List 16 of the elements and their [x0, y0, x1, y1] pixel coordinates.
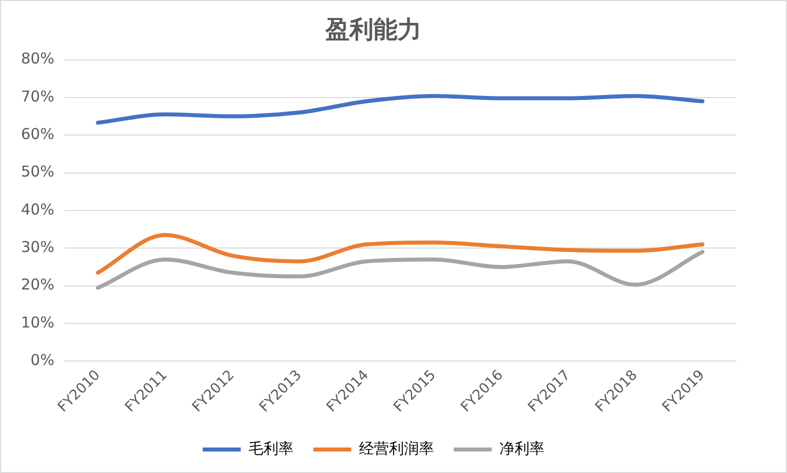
- chart-title: 盈利能力: [324, 16, 422, 44]
- y-tick-label: 60%: [20, 125, 54, 144]
- legend-label: 经营利润率: [358, 439, 434, 458]
- line-series: [96, 232, 704, 275]
- y-tick-label: 20%: [20, 276, 54, 294]
- y-tick-label: 0%: [30, 351, 54, 370]
- line-series: [96, 94, 704, 125]
- y-tick-label: 10%: [20, 313, 54, 332]
- legend-label: 净利率: [499, 439, 544, 458]
- y-tick-label: 70%: [20, 87, 54, 106]
- y-tick-label: 80%: [20, 50, 54, 68]
- y-tick-label: 30%: [20, 238, 54, 256]
- line-series: [96, 250, 704, 290]
- y-tick-label: 40%: [20, 200, 54, 218]
- y-tick-label: 50%: [20, 162, 54, 181]
- legend-label: 毛利率: [248, 439, 294, 458]
